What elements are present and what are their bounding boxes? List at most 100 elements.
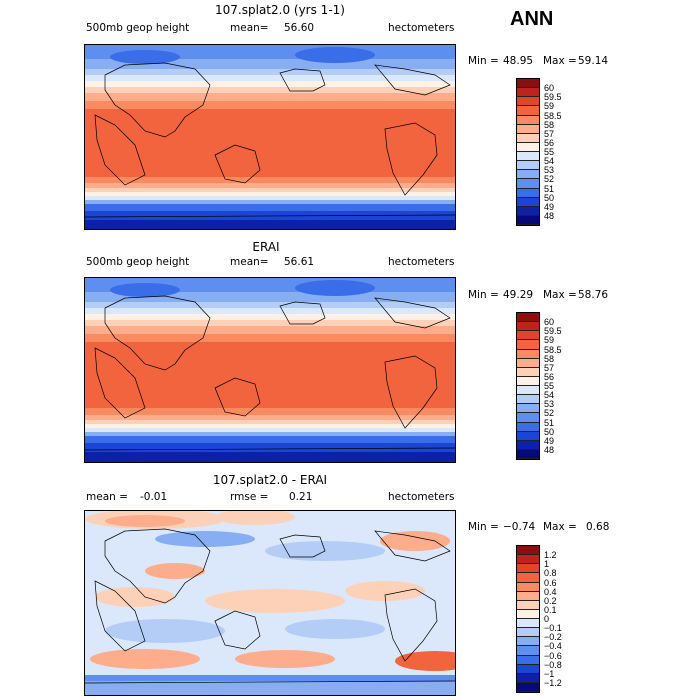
colorbar-swatch xyxy=(517,161,539,171)
colorbar-swatch xyxy=(517,133,539,143)
panel2-mean-label: mean= xyxy=(230,256,269,268)
colorbar-tick-label: 56 xyxy=(544,371,555,382)
colorbar-swatch xyxy=(517,88,539,98)
colorbar-swatch xyxy=(517,673,539,683)
colorbar-swatch xyxy=(517,628,539,638)
colorbar-swatch xyxy=(517,386,539,396)
colorbar-tick-label: 59 xyxy=(544,335,555,346)
panel2-max-value: 58.76 xyxy=(578,289,609,301)
colorbar-tick-label: −0.1 xyxy=(544,623,562,634)
colorbar-tick-label: 50 xyxy=(544,192,555,203)
colorbar-tick-label: 0.4 xyxy=(544,586,557,597)
colorbar-swatch xyxy=(517,349,539,359)
colorbar-swatch xyxy=(517,440,539,450)
colorbar-swatch xyxy=(517,179,539,189)
colorbar-tick-label: 55 xyxy=(544,147,555,157)
colorbar-tick-label: 53 xyxy=(544,165,555,176)
colorbar-tick-label: 59 xyxy=(544,101,555,112)
colorbar-tick-label: 51 xyxy=(544,183,555,194)
colorbar-swatch xyxy=(517,115,539,125)
panel1-variable-label: 500mb geop height xyxy=(86,22,190,34)
colorbar-tick-label: −1.2 xyxy=(544,677,562,688)
colorbar-swatch xyxy=(517,197,539,207)
panel2-min-label: Min = xyxy=(468,289,499,301)
colorbar-swatch xyxy=(517,188,539,198)
panel2-colorbar xyxy=(516,312,540,460)
colorbar-tick-label: 0.8 xyxy=(544,568,557,579)
colorbar-swatch xyxy=(517,564,539,574)
panel2-max-label: Max = xyxy=(543,289,577,301)
panel1-units: hectometers xyxy=(388,22,455,34)
panel1-max-value: 59.14 xyxy=(578,55,609,67)
colorbar-tick-label: −1 xyxy=(544,668,555,679)
colorbar-tick-label: 52 xyxy=(544,174,555,185)
colorbar-tick-label: 1 xyxy=(544,559,550,570)
panel2-units: hectometers xyxy=(388,256,455,268)
colorbar-swatch xyxy=(517,124,539,134)
colorbar-tick-label: −0.6 xyxy=(544,650,562,661)
colorbar-swatch xyxy=(517,449,539,459)
colorbar-swatch xyxy=(517,322,539,332)
panel1-colorbar xyxy=(516,78,540,226)
panel3-max-value: 0.68 xyxy=(586,521,610,533)
colorbar-swatch xyxy=(517,682,539,692)
colorbar-swatch xyxy=(517,600,539,610)
colorbar-swatch xyxy=(517,431,539,441)
panel2-mean-value: 56.61 xyxy=(284,256,315,268)
colorbar-swatch xyxy=(517,546,539,556)
colorbar-tick-label: 1.2 xyxy=(544,550,557,561)
colorbar-swatch xyxy=(517,422,539,432)
colorbar-swatch xyxy=(517,376,539,386)
colorbar-swatch xyxy=(517,664,539,674)
panel3-min-value: −0.74 xyxy=(503,521,536,533)
colorbar-tick-label: 0.1 xyxy=(544,604,557,615)
colorbar-swatch xyxy=(517,555,539,565)
colorbar-tick-label: 53 xyxy=(544,399,555,410)
panel1-max-label: Max = xyxy=(543,55,577,67)
colorbar-tick-label: 59.5 xyxy=(544,92,562,103)
colorbar-tick-label: 0 xyxy=(544,614,550,624)
panel3-rmse-label: rmse = xyxy=(230,491,269,503)
colorbar-tick-label: 48 xyxy=(544,210,555,221)
colorbar-tick-label: 58 xyxy=(544,353,555,364)
colorbar-tick-label: −0.8 xyxy=(544,659,562,670)
colorbar-tick-label: 55 xyxy=(544,381,555,391)
colorbar-swatch xyxy=(517,646,539,656)
colorbar-swatch xyxy=(517,331,539,341)
colorbar-tick-label: 0.6 xyxy=(544,577,557,588)
panel2-variable-label: 500mb geop height xyxy=(86,256,190,268)
colorbar-tick-label: 59.5 xyxy=(544,326,562,337)
panel3-max-label: Max = xyxy=(543,521,577,533)
colorbar-swatch xyxy=(517,573,539,583)
colorbar-swatch xyxy=(517,313,539,323)
panel1-map xyxy=(84,44,456,230)
panel1-title: 107.splat2.0 (yrs 1-1) xyxy=(215,3,345,17)
panel3-map xyxy=(84,510,456,696)
colorbar-swatch xyxy=(517,619,539,629)
colorbar-tick-label: 56 xyxy=(544,137,555,148)
colorbar-tick-label: 60 xyxy=(544,317,555,328)
panel3-min-label: Min = xyxy=(468,521,499,533)
panel2-title: ERAI xyxy=(252,240,280,254)
panel3-mean-label: mean = xyxy=(86,491,128,503)
colorbar-swatch xyxy=(517,106,539,116)
colorbar-swatch xyxy=(517,152,539,162)
colorbar-tick-label: 49 xyxy=(544,435,555,446)
colorbar-tick-label: 54 xyxy=(544,390,555,401)
colorbar-tick-label: 58.5 xyxy=(544,110,562,121)
season-label: ANN xyxy=(510,8,554,30)
colorbar-tick-label: 51 xyxy=(544,417,555,428)
colorbar-swatch xyxy=(517,367,539,377)
colorbar-tick-label: −0.2 xyxy=(544,632,562,643)
panel2-map xyxy=(84,277,456,463)
panel1-mean-label: mean= xyxy=(230,22,269,34)
panel3-title: 107.splat2.0 - ERAI xyxy=(212,473,328,487)
colorbar-tick-label: 48 xyxy=(544,444,555,455)
colorbar-tick-label: 50 xyxy=(544,426,555,437)
colorbar-tick-label: 57 xyxy=(544,128,555,139)
colorbar-tick-label: 57 xyxy=(544,362,555,373)
colorbar-swatch xyxy=(517,206,539,216)
panel1-mean-value: 56.60 xyxy=(284,22,315,34)
panel1-min-value: 48.95 xyxy=(503,55,534,67)
colorbar-swatch xyxy=(517,404,539,414)
